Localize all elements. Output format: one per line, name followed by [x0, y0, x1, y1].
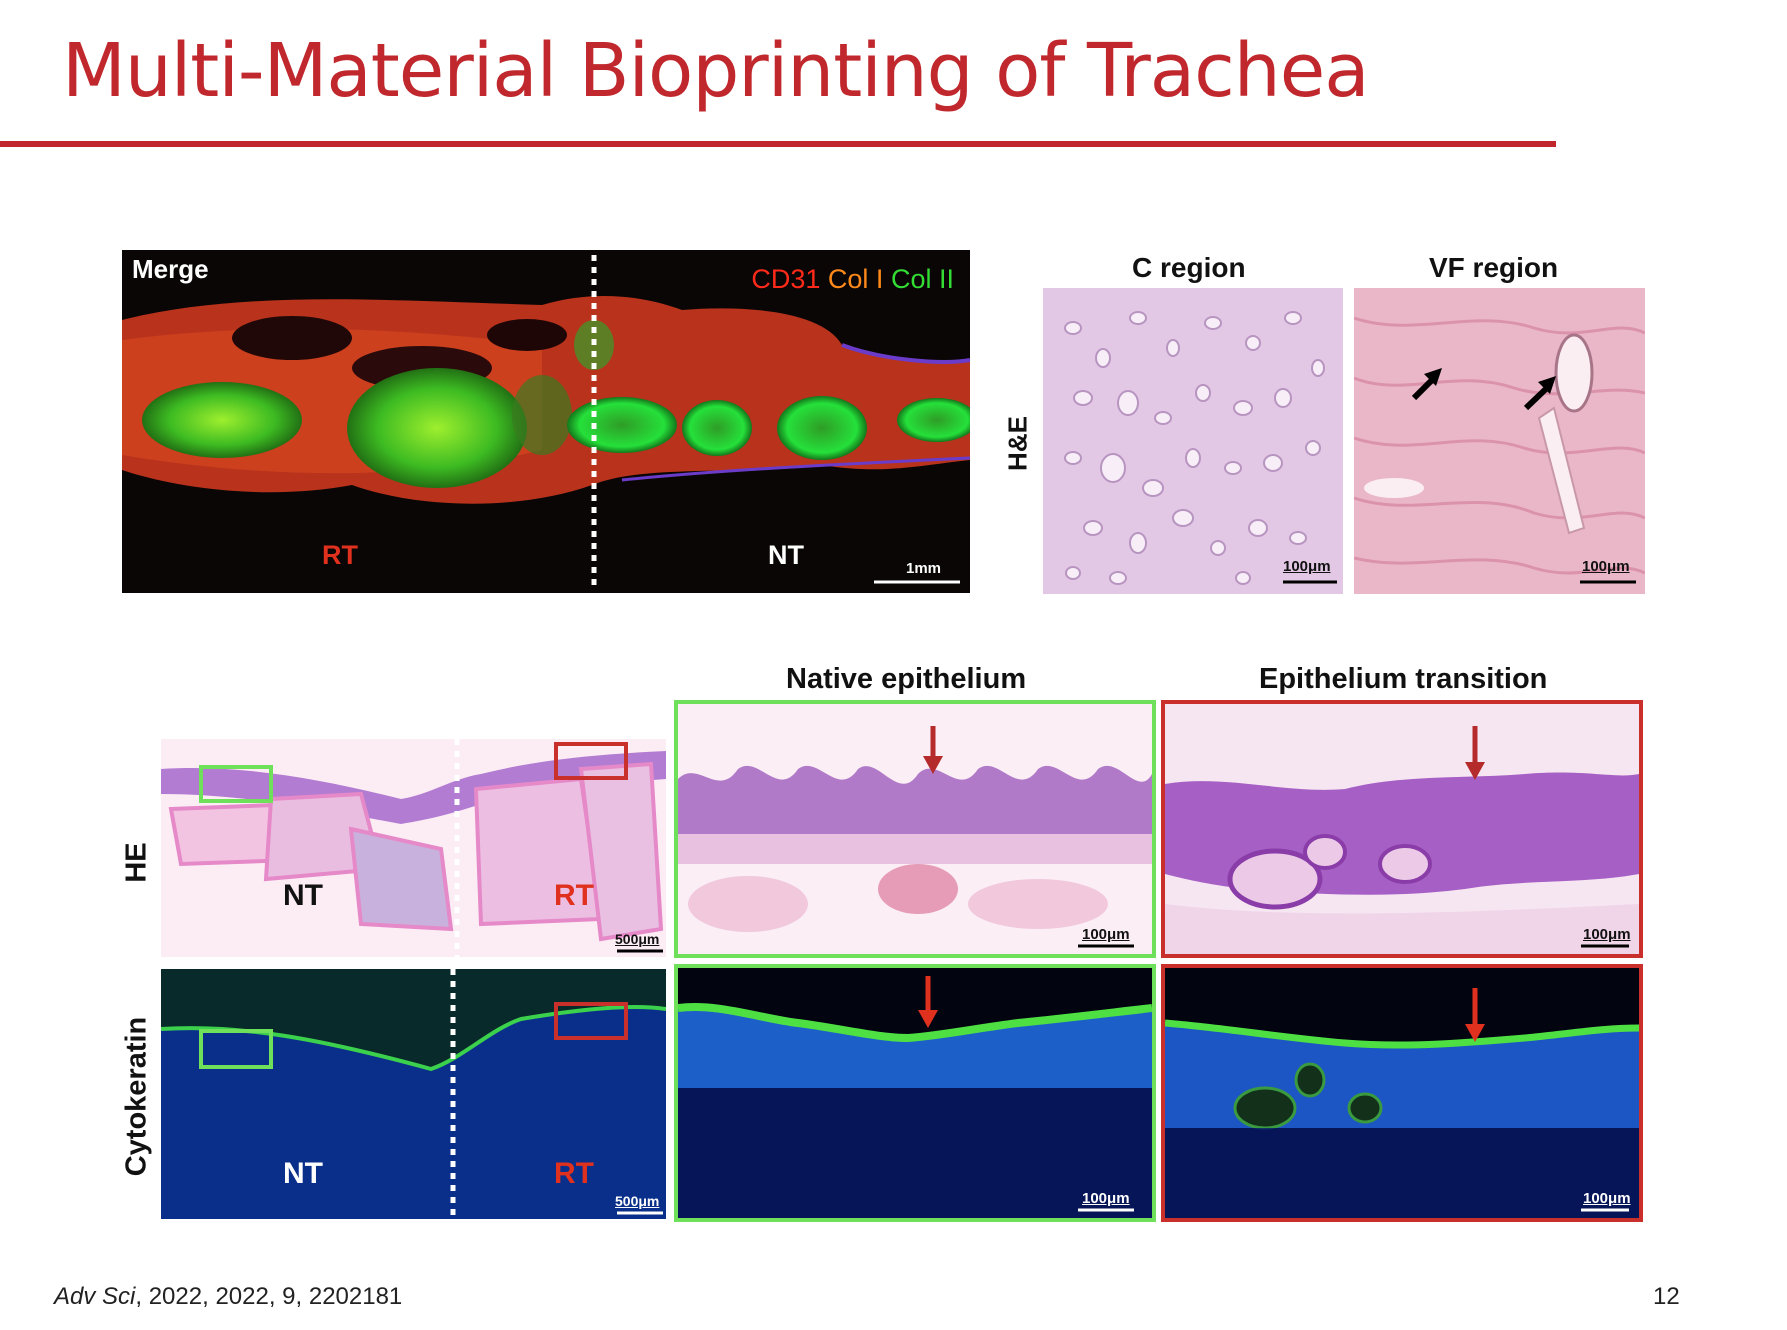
he-overview-rt: RT: [554, 879, 594, 912]
native-he-scale: 100μm: [1082, 926, 1130, 943]
slide-title: Multi-Material Bioprinting of Trachea: [62, 28, 1370, 114]
native-cytokeratin-scale: 100μm: [1082, 1190, 1130, 1207]
he-overview-image: NT RT 500μm: [161, 739, 666, 957]
c-region-scale: 100μm: [1283, 558, 1331, 575]
native-he-micrograph: [678, 704, 1152, 954]
he-overview-micrograph: [161, 739, 666, 957]
epithelium-transition-title: Epithelium transition: [1259, 663, 1548, 695]
cytokeratin-overview-micrograph: [161, 969, 666, 1219]
native-cytokeratin-zoom: 100μm: [674, 964, 1156, 1222]
merge-region-rt: RT: [322, 540, 358, 570]
transition-he-zoom: 100μm: [1161, 700, 1643, 958]
transition-he-scale: 100μm: [1583, 926, 1631, 943]
transition-cytokeratin-micrograph: [1165, 968, 1639, 1218]
cytokeratin-overview-image: NT RT 500μm: [161, 969, 666, 1219]
merge-label: Merge: [132, 254, 209, 284]
cytokeratin-row-label: Cytokeratin: [120, 1016, 153, 1177]
legend-col-ii: Col II: [890, 264, 954, 294]
citation: Adv Sci, 2022, 2022, 9, 2202181: [54, 1283, 402, 1311]
cytokeratin-overview-rt: RT: [554, 1157, 594, 1190]
native-cytokeratin-micrograph: [678, 968, 1152, 1218]
native-he-zoom: 100μm: [674, 700, 1156, 958]
transition-cytokeratin-zoom: 100μm: [1161, 964, 1643, 1222]
c-region-micrograph: [1043, 288, 1343, 594]
vf-region-title: VF region: [1429, 252, 1559, 283]
citation-journal: Adv Sci: [54, 1283, 136, 1310]
cytokeratin-overview-scale: 500μm: [615, 1193, 660, 1209]
legend-col-i: Col I: [827, 264, 884, 294]
citation-details: , 2022, 2022, 9, 2202181: [135, 1283, 403, 1310]
cytokeratin-overview-nt: NT: [283, 1157, 323, 1190]
vf-region-micrograph: [1354, 288, 1645, 594]
vf-region-image: 100μm: [1354, 288, 1645, 594]
vf-region-scale: 100μm: [1582, 558, 1630, 575]
merge-scale-label: 1mm: [906, 560, 942, 577]
transition-he-micrograph: [1165, 704, 1639, 954]
merge-image: [122, 255, 970, 590]
native-epithelium-title: Native epithelium: [786, 663, 1027, 695]
he-overview-nt: NT: [283, 879, 323, 912]
c-region-image: 100μm: [1043, 288, 1343, 594]
page-number: 12: [1653, 1283, 1680, 1310]
he-row-label: H&E: [1002, 416, 1033, 471]
title-divider: [0, 141, 1556, 147]
legend-cd31: CD31: [751, 264, 821, 294]
stain-legend: CD31 Col I Col II: [751, 264, 954, 295]
merge-fluorescence-panel: Merge CD31 Col I Col II RT NT 1mm: [122, 250, 970, 593]
transition-cytokeratin-scale: 100μm: [1583, 1190, 1631, 1207]
he-row-label-lower: HE: [120, 842, 153, 883]
c-region-title: C region: [1132, 252, 1246, 283]
merge-region-nt: NT: [768, 540, 804, 570]
he-overview-scale: 500μm: [615, 931, 660, 947]
